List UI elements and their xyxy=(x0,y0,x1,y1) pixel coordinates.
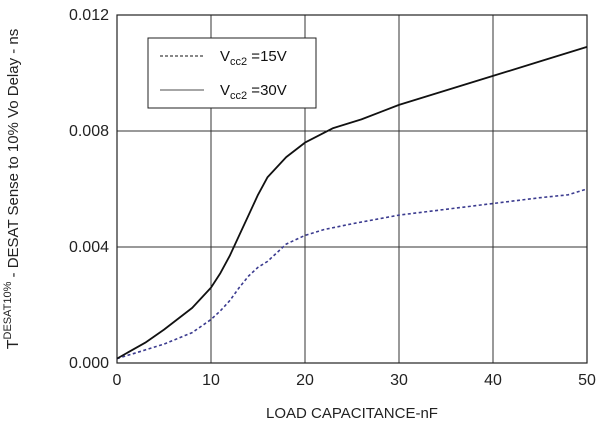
series-line-1 xyxy=(116,188,588,360)
x-axis-label: LOAD CAPACITANCE-nF xyxy=(266,405,438,422)
y-axis-label-prefix: T xyxy=(5,339,22,349)
y-tick-label: 0.000 xyxy=(69,355,109,372)
legend-entry-2: Vcc2 =30V xyxy=(160,82,287,102)
y-axis-label: TDESAT10% - DESAT Sense to 10% Vo Delay … xyxy=(2,29,22,350)
x-tick-label: 30 xyxy=(390,372,408,389)
x-tick-label: 20 xyxy=(296,372,314,389)
y-tick-label: 0.012 xyxy=(69,7,109,24)
y-axis-label-text: - DESAT Sense to 10% Vo Delay - ns xyxy=(5,29,22,282)
x-tick-labels: 0 10 20 30 40 50 xyxy=(113,372,596,389)
legend-label-2-tail: =30V xyxy=(247,82,287,99)
legend-box xyxy=(147,37,317,109)
x-tick-label: 40 xyxy=(484,372,502,389)
legend-label-1: Vcc2 =15V xyxy=(220,48,287,68)
legend-label-1-sub: cc2 xyxy=(230,56,247,68)
legend: Vcc2 =15V Vcc2 =30V xyxy=(147,37,317,109)
plot-frame xyxy=(116,14,588,364)
y-axis-label-superscript: DESAT10% xyxy=(2,281,14,339)
legend-label-1-tail: =15V xyxy=(247,48,287,65)
legend-label-2-sub: cc2 xyxy=(230,90,247,102)
x-tick-label: 0 xyxy=(113,372,122,389)
y-tick-label: 0.004 xyxy=(69,239,109,256)
y-tick-labels: 0.000 0.004 0.008 0.012 xyxy=(69,7,109,372)
legend-label-2: Vcc2 =30V xyxy=(220,82,287,102)
series-line-2 xyxy=(116,46,588,360)
legend-label-2-main: V xyxy=(220,82,230,99)
x-tick-label: 50 xyxy=(578,372,596,389)
y-tick-label: 0.008 xyxy=(69,123,109,140)
legend-entry-1: Vcc2 =15V xyxy=(160,48,287,68)
x-tick-label: 10 xyxy=(202,372,220,389)
series-layer xyxy=(116,46,588,360)
legend-label-1-main: V xyxy=(220,48,230,65)
